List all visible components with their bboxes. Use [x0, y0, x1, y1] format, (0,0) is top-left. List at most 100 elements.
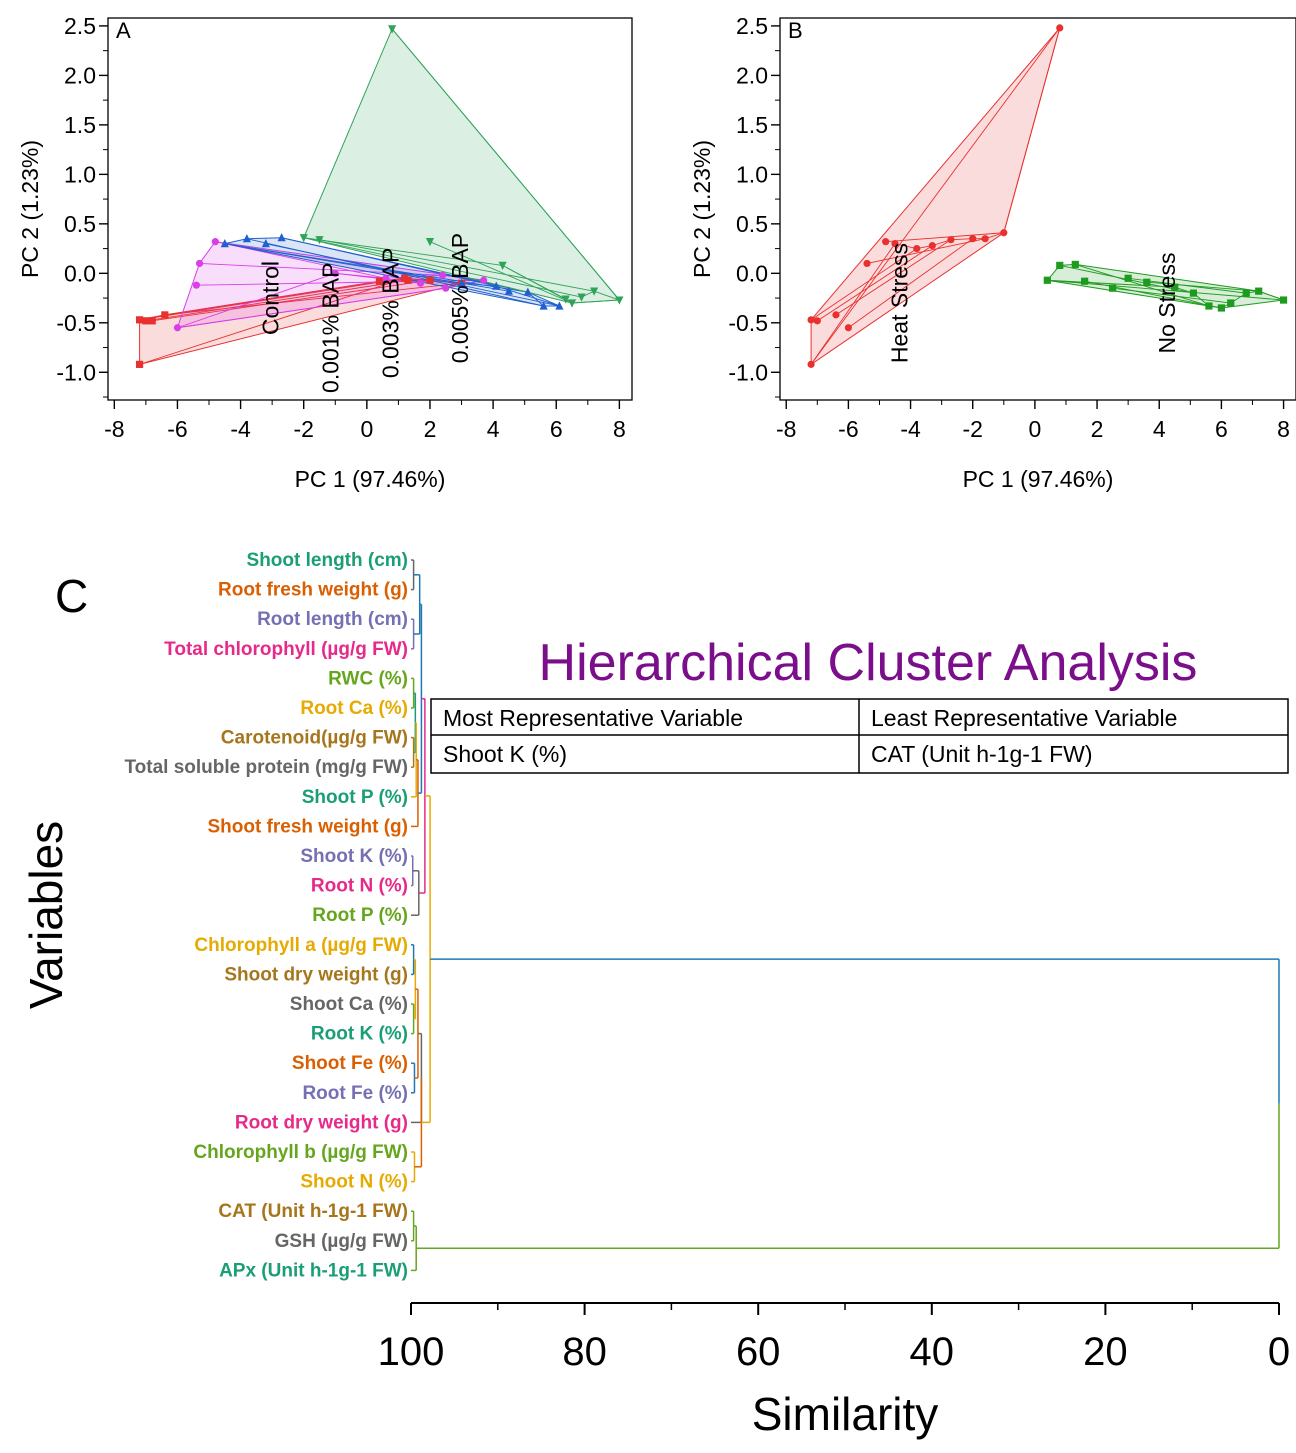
hull-line-0 [145, 279, 408, 322]
leaf-label: Shoot length (cm) [247, 550, 408, 571]
point-1-7 [1171, 283, 1179, 291]
hull-line-1 [1258, 290, 1284, 301]
point-2-4 [504, 286, 513, 295]
x-tick-label: 100 [378, 1330, 445, 1374]
point-3-8 [567, 299, 577, 308]
point-2-8 [492, 281, 501, 290]
point-1-13 [1255, 287, 1263, 295]
y-axis-title: PC 2 (1.23%) [17, 140, 43, 278]
point-1-8 [382, 274, 390, 282]
y-tick-label: 2.5 [64, 13, 96, 39]
x-axis-title: Similarity [752, 1388, 939, 1440]
point-0-7 [426, 276, 434, 284]
point-1-2 [1071, 260, 1079, 269]
x-tick-label: 4 [1153, 416, 1166, 442]
y-tick-label: -1.0 [728, 359, 768, 385]
panel-label: A [116, 18, 131, 43]
hull-line-2 [461, 282, 497, 287]
x-tick-label: -4 [230, 416, 251, 442]
leaf-label: Root Fe (%) [302, 1083, 408, 1104]
leaf-label: Root dry weight (g) [235, 1112, 408, 1133]
point-0-10 [947, 236, 955, 244]
point-1-2 [195, 259, 204, 268]
point-1-3 [1081, 277, 1089, 285]
hull-line-0 [848, 238, 973, 329]
hull-line-2 [281, 237, 497, 287]
point-1-0 [1043, 276, 1051, 284]
chart-title: Hierarchical Cluster Analysis [539, 634, 1198, 692]
y-tick-label: 0.5 [64, 211, 96, 237]
leaf-label: Root length (cm) [257, 609, 408, 630]
point-1-11 [1227, 299, 1235, 307]
point-0-5 [863, 259, 871, 268]
leaf-label: Shoot Fe (%) [292, 1053, 408, 1074]
point-3-1 [315, 236, 324, 245]
point-1-8 [1189, 289, 1198, 297]
panel-a-pca-by-treatment: Control 0.001% BAP 0.003% BAP 0.005% BAP A -8… [17, 13, 633, 492]
y-tick-label: 1.0 [736, 161, 768, 187]
point-2-2 [261, 239, 270, 248]
point-2-3 [277, 233, 286, 242]
leaf-label: Root K (%) [311, 1024, 408, 1045]
panel-label: B [788, 18, 803, 43]
hull-line-2 [496, 285, 560, 307]
x-tick-label: 2 [424, 416, 437, 442]
x-tick-label: 0 [1268, 1330, 1290, 1374]
hull-line-0 [866, 238, 986, 264]
hull-line-0 [817, 245, 933, 322]
hull-line-3 [303, 237, 503, 266]
y-tick-label: -0.5 [56, 310, 96, 336]
point-1-10 [1217, 304, 1225, 312]
group-label: No Stress [1154, 253, 1180, 354]
x-tick-label: 2 [1091, 416, 1104, 442]
leaf-label: Root N (%) [311, 876, 408, 897]
x-tick-label: 80 [562, 1330, 607, 1374]
hull-line-0 [1003, 27, 1061, 233]
point-1-1 [1056, 261, 1064, 270]
leaf-label: RWC (%) [328, 668, 408, 689]
x-axis-title: PC 1 (97.46%) [295, 466, 446, 492]
point-3-4 [561, 295, 570, 304]
hull-line-1 [1112, 287, 1231, 304]
y-tick-label: 1.0 [64, 161, 96, 187]
plot-frame [107, 17, 633, 401]
point-1-12 [1242, 289, 1250, 297]
hull-line-0 [950, 238, 973, 241]
x-tick-label: 40 [910, 1330, 955, 1374]
leaf-label: GSH (µg/g FW) [275, 1231, 408, 1252]
point-0-11 [969, 235, 977, 243]
point-0-4 [844, 324, 852, 332]
group-label: 0.003% BAP [377, 248, 403, 378]
point-1-9 [1205, 302, 1213, 310]
point-2-1 [242, 234, 251, 243]
point-0-3 [832, 311, 840, 319]
group-label: Control [257, 261, 283, 335]
y-tick-label: 1.5 [736, 112, 768, 138]
leaf-label: Shoot K (%) [300, 846, 408, 867]
point-0-6 [882, 238, 890, 246]
hull-line-3 [429, 241, 573, 304]
point-1-5 [442, 284, 450, 292]
x-tick-label: -4 [900, 416, 921, 442]
panel-label: C [55, 570, 88, 622]
point-3-6 [590, 287, 599, 296]
x-tick-label: 0 [1028, 416, 1041, 442]
point-3-0 [299, 234, 308, 243]
leaf-label: Shoot P (%) [302, 787, 408, 808]
hull-line-3 [571, 299, 620, 304]
y-tick-label: 0.0 [736, 260, 768, 286]
hull-line-1 [177, 287, 446, 329]
point-1-5 [1124, 274, 1132, 282]
point-2-6 [539, 301, 548, 310]
plot-frame [779, 17, 1296, 401]
point-1-4 [416, 279, 425, 287]
point-0-3 [161, 311, 169, 319]
leaf-label: Shoot Ca (%) [290, 994, 408, 1015]
leaf-label: Root Ca (%) [300, 698, 408, 719]
group-label: 0.001% BAP [317, 263, 343, 393]
hull-line-1 [335, 272, 386, 279]
x-axis-title: PC 1 (97.46%) [963, 466, 1114, 492]
y-tick-label: 0.5 [736, 211, 768, 237]
leaf-label: Root P (%) [312, 905, 408, 926]
y-tick-label: 2.0 [64, 62, 96, 88]
